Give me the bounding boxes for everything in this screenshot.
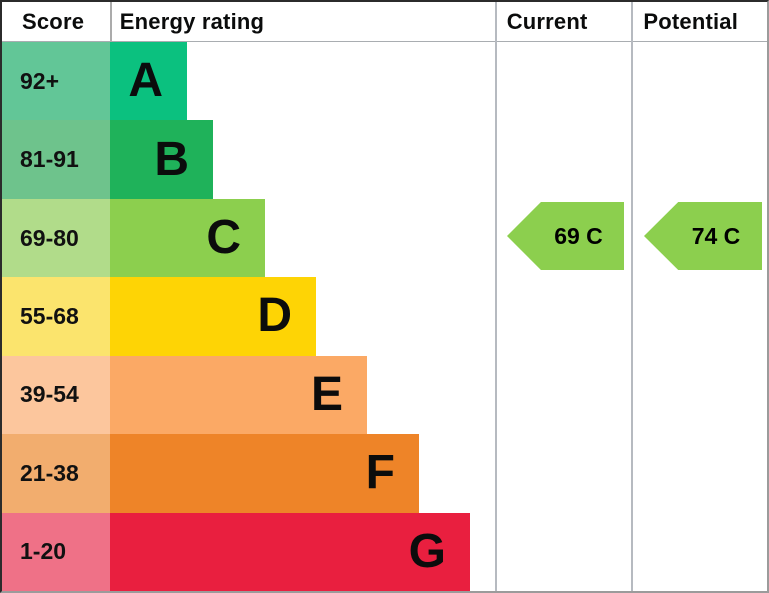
band-row-d: 55-68 D (2, 277, 495, 356)
current-rating-arrow: 69 C (507, 202, 624, 270)
band-row-a: 92+ A (2, 42, 495, 121)
rating-bar-b: B (110, 120, 213, 199)
header-potential: Potential (643, 9, 739, 34)
score-range-a: 92+ (2, 42, 110, 121)
current-column-divider (495, 2, 497, 591)
potential-rating-arrow: 74 C (644, 202, 762, 270)
rating-bar-g: G (110, 512, 470, 591)
rating-bar-d: D (110, 277, 316, 356)
rating-bar-a: A (110, 42, 187, 121)
band-row-e: 39-54 E (2, 355, 495, 435)
band-row-g: 1-20 G (2, 512, 495, 591)
potential-column-divider (631, 2, 633, 591)
rating-bar-e: E (110, 355, 367, 435)
score-range-g: 1-20 (2, 512, 110, 591)
score-column-divider (110, 2, 112, 42)
header-score: Score (22, 9, 85, 34)
band-row-c: 69-80 C (2, 198, 495, 278)
header-energy-rating: Energy rating (119, 9, 265, 34)
score-range-f: 21-38 (2, 434, 110, 513)
header-current: Current (506, 9, 588, 34)
band-rows: 92+ A 81-91 B 69-80 C 55-68 D 39-54 E 21… (2, 42, 495, 591)
score-range-d: 55-68 (2, 277, 110, 356)
score-range-c: 69-80 (2, 198, 110, 278)
rating-bar-c: C (110, 198, 265, 278)
band-row-f: 21-38 F (2, 434, 495, 513)
header-row: Score Energy rating Current Potential (2, 2, 767, 42)
score-range-b: 81-91 (2, 120, 110, 199)
band-row-b: 81-91 B (2, 120, 495, 199)
score-range-e: 39-54 (2, 355, 110, 435)
rating-bar-f: F (110, 434, 419, 513)
